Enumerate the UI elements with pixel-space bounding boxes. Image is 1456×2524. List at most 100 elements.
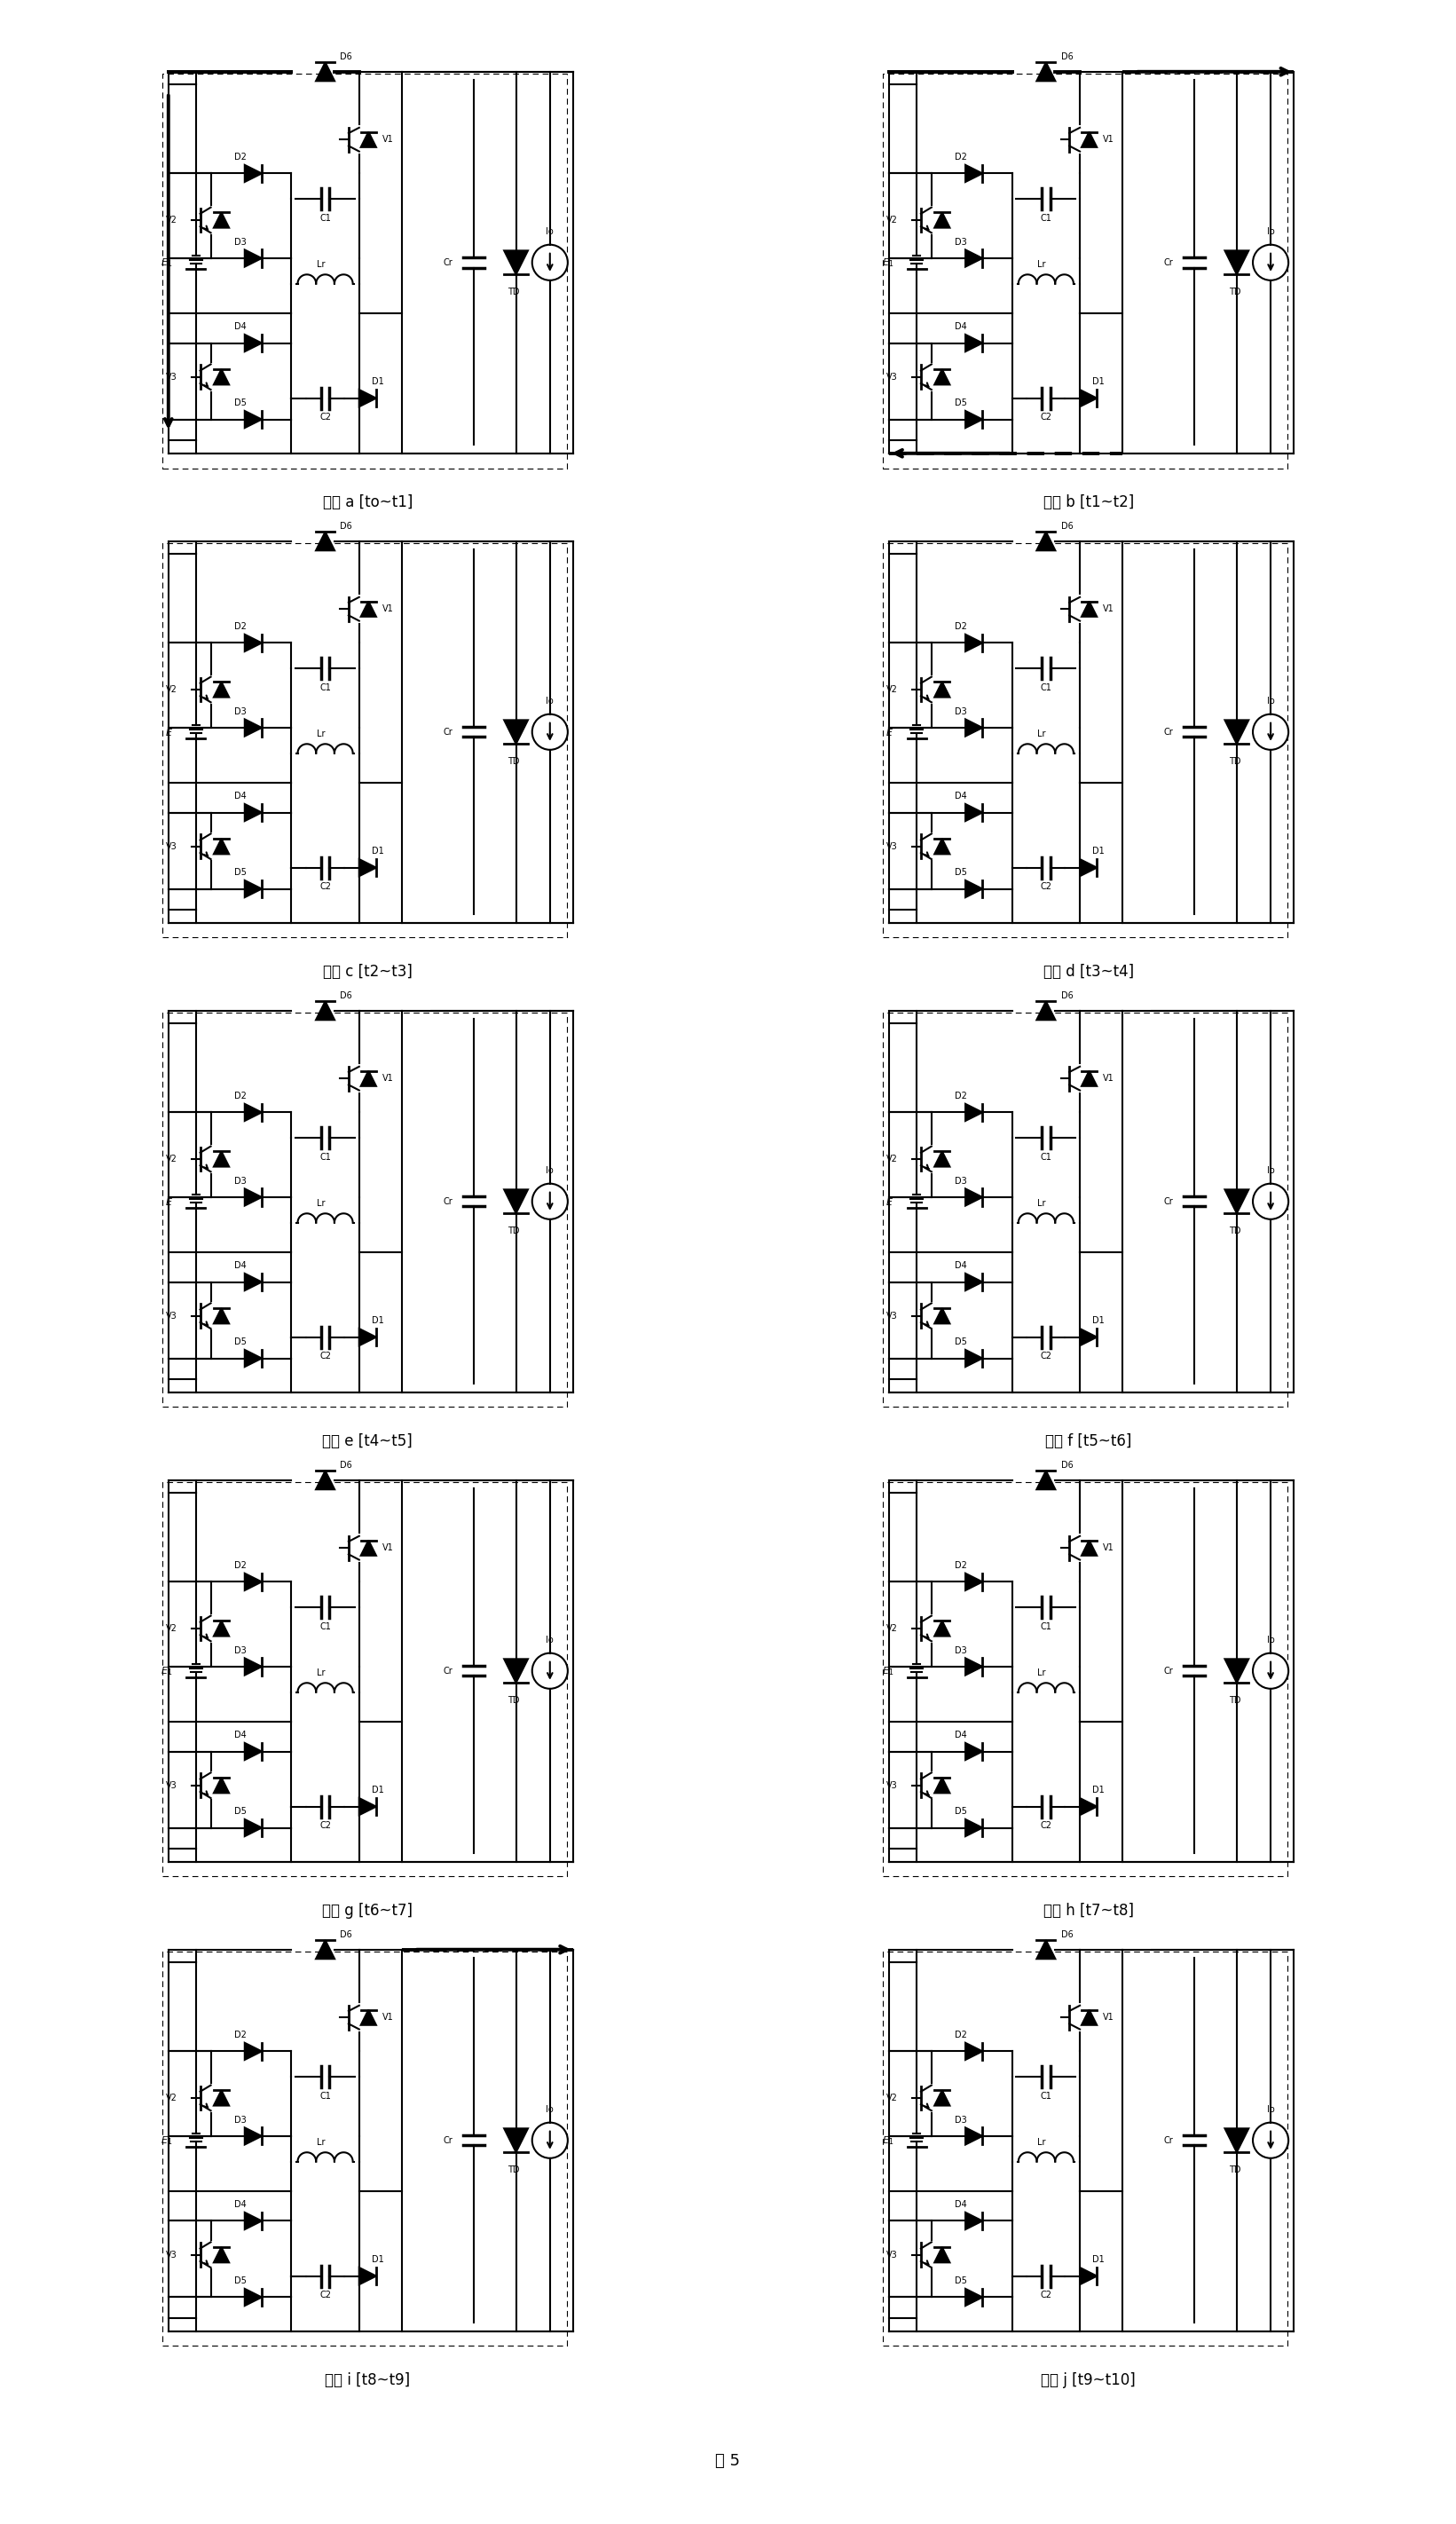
Text: Lr: Lr — [317, 260, 325, 270]
Text: Io: Io — [546, 227, 553, 237]
Text: D2: D2 — [234, 151, 246, 162]
Text: D5: D5 — [955, 2277, 967, 2284]
Polygon shape — [360, 1328, 376, 1345]
Text: Cr: Cr — [443, 2135, 453, 2145]
Polygon shape — [316, 1002, 335, 1020]
Text: V1: V1 — [383, 1075, 393, 1083]
Text: D5: D5 — [955, 1807, 967, 1815]
Text: D4: D4 — [955, 793, 967, 800]
Text: $E_{1}$: $E_{1}$ — [881, 2135, 894, 2145]
Text: 模式 h [t7~t8]: 模式 h [t7~t8] — [1042, 1903, 1134, 1918]
Text: D1: D1 — [1092, 848, 1105, 856]
Text: D3: D3 — [955, 1646, 967, 1656]
Text: $E_{1}$: $E_{1}$ — [160, 1666, 173, 1676]
Polygon shape — [245, 411, 262, 429]
Polygon shape — [1082, 1070, 1096, 1085]
Polygon shape — [245, 1820, 262, 1837]
Polygon shape — [245, 1744, 262, 1759]
Polygon shape — [245, 336, 262, 351]
Text: D5: D5 — [234, 399, 246, 406]
Polygon shape — [245, 1572, 262, 1590]
Polygon shape — [316, 1471, 335, 1489]
Polygon shape — [361, 1540, 376, 1555]
Polygon shape — [316, 1941, 335, 1959]
Text: V1: V1 — [1104, 2014, 1114, 2022]
Polygon shape — [214, 838, 229, 853]
Text: TD: TD — [1229, 288, 1241, 298]
Text: C2: C2 — [1040, 1822, 1051, 1830]
Text: D3: D3 — [234, 1176, 246, 1186]
Polygon shape — [214, 212, 229, 227]
Text: C2: C2 — [1040, 1353, 1051, 1360]
Text: D4: D4 — [234, 1262, 246, 1270]
Polygon shape — [965, 805, 983, 820]
Text: D5: D5 — [234, 2277, 246, 2284]
Text: $E_{1}$: $E_{1}$ — [881, 1666, 894, 1676]
Text: TD: TD — [508, 1227, 520, 1237]
Polygon shape — [1082, 601, 1096, 616]
Text: V3: V3 — [166, 1782, 176, 1790]
Text: D1: D1 — [371, 1318, 384, 1325]
Polygon shape — [1224, 1658, 1249, 1684]
Text: Io: Io — [1267, 2105, 1274, 2115]
Polygon shape — [935, 681, 949, 697]
Polygon shape — [965, 1658, 983, 1676]
Text: D1: D1 — [1092, 1318, 1105, 1325]
Polygon shape — [245, 1103, 262, 1121]
Polygon shape — [245, 1350, 262, 1368]
Text: V3: V3 — [166, 2251, 176, 2259]
Text: D3: D3 — [234, 1646, 246, 1656]
Text: D5: D5 — [234, 1338, 246, 1345]
Text: V2: V2 — [166, 1153, 176, 1164]
Text: D6: D6 — [341, 1931, 352, 1938]
Polygon shape — [1037, 1471, 1056, 1489]
Polygon shape — [245, 164, 262, 182]
Text: Io: Io — [1267, 227, 1274, 237]
Text: D2: D2 — [234, 621, 246, 631]
Polygon shape — [1082, 131, 1096, 146]
Text: TD: TD — [508, 757, 520, 767]
Text: D1: D1 — [371, 379, 384, 386]
Polygon shape — [245, 2289, 262, 2307]
Polygon shape — [935, 838, 949, 853]
Polygon shape — [214, 2246, 229, 2262]
Text: 模式 g [t6~t7]: 模式 g [t6~t7] — [322, 1903, 414, 1918]
Polygon shape — [245, 2042, 262, 2060]
Text: D3: D3 — [234, 237, 246, 247]
Text: V3: V3 — [887, 374, 897, 381]
Polygon shape — [214, 1151, 229, 1166]
Polygon shape — [965, 336, 983, 351]
Polygon shape — [1080, 1328, 1096, 1345]
Text: V1: V1 — [1104, 1075, 1114, 1083]
Text: D4: D4 — [955, 1731, 967, 1739]
Text: Lr: Lr — [317, 1668, 325, 1678]
Text: Io: Io — [546, 697, 553, 707]
Polygon shape — [504, 719, 529, 745]
Polygon shape — [965, 411, 983, 429]
Polygon shape — [214, 369, 229, 384]
Text: V2: V2 — [166, 215, 176, 225]
Text: TD: TD — [1229, 1227, 1241, 1237]
Polygon shape — [1037, 63, 1056, 81]
Text: C1: C1 — [1040, 215, 1051, 222]
Text: Cr: Cr — [1163, 1196, 1174, 1206]
Polygon shape — [245, 1189, 262, 1206]
Text: D6: D6 — [1061, 1931, 1073, 1938]
Text: V3: V3 — [166, 1312, 176, 1320]
Text: $E$: $E$ — [885, 1196, 894, 1206]
Text: D2: D2 — [234, 2029, 246, 2039]
Text: V3: V3 — [166, 843, 176, 851]
Text: TD: TD — [1229, 2166, 1241, 2176]
Text: V1: V1 — [383, 2014, 393, 2022]
Text: C2: C2 — [1040, 2292, 1051, 2299]
Text: V1: V1 — [1104, 606, 1114, 613]
Polygon shape — [245, 1658, 262, 1676]
Text: C1: C1 — [319, 215, 331, 222]
Polygon shape — [504, 250, 529, 275]
Polygon shape — [245, 881, 262, 899]
Text: $E$: $E$ — [165, 1196, 173, 1206]
Polygon shape — [361, 601, 376, 616]
Text: 模式 e [t4~t5]: 模式 e [t4~t5] — [322, 1434, 414, 1449]
Polygon shape — [965, 1820, 983, 1837]
Text: C2: C2 — [1040, 883, 1051, 891]
